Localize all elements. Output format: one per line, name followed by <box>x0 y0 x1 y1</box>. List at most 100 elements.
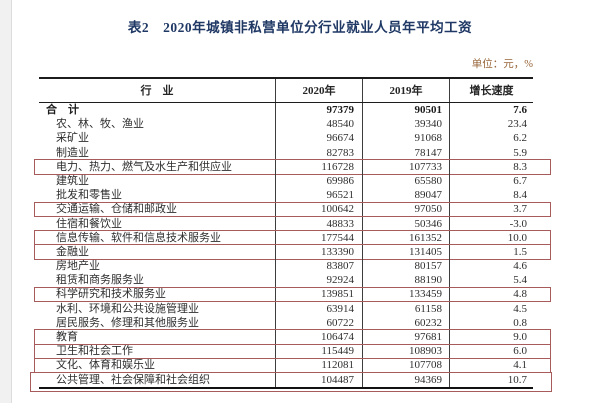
cell-y2019: 107733 <box>363 159 450 174</box>
cell-y2020: 63914 <box>276 301 363 316</box>
cell-growth: 23.4 <box>507 118 527 131</box>
cell-y2019: 80157 <box>363 259 450 274</box>
cell-growth: 5.9 <box>513 146 527 159</box>
table-row: 制造业 82783 78147 5.9 <box>39 145 533 160</box>
cell-y2019: 39340 <box>363 117 450 132</box>
cell-y2019: 91068 <box>363 131 450 146</box>
wage-table: 行 业 2020年 2019年 增长速度 合 计 97379 90501 7.6 农、林… <box>30 77 552 392</box>
cell-y2020: 100642 <box>276 202 363 217</box>
table-row: 信息传输、软件和信息技术服务业 177544 161352 10.0 <box>34 230 551 246</box>
unit-note: 单位：元，% <box>471 59 533 70</box>
table-row: 住宿和餐饮业 48833 50346 -3.0 <box>39 216 533 231</box>
cell-industry: 合 计 <box>39 103 276 118</box>
cell-y2019: 108903 <box>363 344 450 359</box>
cell-y2019: 131405 <box>363 244 450 260</box>
cell-y2019: 50346 <box>363 216 450 231</box>
cell-y2019: 89047 <box>363 188 450 203</box>
table-row: 批发和零售业 96521 89047 8.4 <box>39 188 533 203</box>
cell-industry: 交通运输、仓储和邮政业 <box>39 202 276 217</box>
cell-industry: 电力、热力、燃气及水生产和供应业 <box>39 159 276 174</box>
cell-growth: 10.7 <box>507 373 527 386</box>
cell-y2020: 104487 <box>276 372 363 387</box>
cell-y2020: 82783 <box>276 145 363 160</box>
column-header-2019: 2019年 <box>363 79 450 102</box>
cell-growth: 6.2 <box>513 132 527 145</box>
cell-y2019: 107708 <box>363 358 450 373</box>
cell-growth: 4.6 <box>513 260 527 273</box>
table-title: 表2 2020年城镇非私营单位分行业就业人员年平均工资 <box>127 20 473 35</box>
cell-y2020: 83807 <box>276 259 363 274</box>
cell-y2019: 97681 <box>363 330 450 345</box>
cell-industry: 水利、环境和公共设施管理业 <box>39 301 276 316</box>
column-header-2020: 2020年 <box>276 79 363 102</box>
cell-y2019: 97050 <box>363 202 450 217</box>
table-row: 房地产业 83807 80157 4.6 <box>39 259 533 274</box>
cell-growth: 10.0 <box>507 231 527 244</box>
cell-growth: 3.7 <box>513 203 527 216</box>
table-row: 科学研究和技术服务业 139851 133459 4.8 <box>34 286 551 303</box>
cell-growth: 8.4 <box>513 189 527 202</box>
cell-growth: 6.7 <box>513 174 527 187</box>
cell-industry: 公共管理、社会保障和社会组织 <box>39 372 276 387</box>
cell-y2019: 88190 <box>363 273 450 288</box>
table-row: 文化、体育和娱乐业 112081 107708 4.1 <box>34 357 551 374</box>
column-header-growth: 增长速度 <box>469 85 514 97</box>
cell-growth: 7.6 <box>513 104 527 116</box>
column-header-industry: 行 业 <box>39 79 276 102</box>
cell-y2019: 61158 <box>363 301 450 316</box>
cell-industry: 批发和零售业 <box>39 188 276 203</box>
cell-y2020: 48540 <box>276 117 363 132</box>
table-row: 居民服务、修理和其他服务业 60722 60232 0.8 <box>39 315 533 330</box>
table-row: 合 计 97379 90501 7.6 <box>39 103 533 118</box>
cell-y2020: 106474 <box>276 330 363 345</box>
cell-growth: 4.8 <box>513 288 527 301</box>
cell-y2020: 92924 <box>276 273 363 288</box>
cell-industry: 卫生和社会工作 <box>39 344 276 359</box>
cell-growth: 0.8 <box>513 316 527 329</box>
cell-growth: 4.5 <box>513 302 527 315</box>
table-row: 水利、环境和公共设施管理业 63914 61158 4.5 <box>39 301 533 316</box>
cell-industry: 科学研究和技术服务业 <box>39 287 276 302</box>
table-row: 采矿业 96674 91068 6.2 <box>39 131 533 146</box>
cell-y2020: 115449 <box>276 344 363 359</box>
cell-y2019: 161352 <box>363 230 450 245</box>
cell-y2020: 96674 <box>276 131 363 146</box>
cell-y2020: 97379 <box>276 103 363 118</box>
cell-y2020: 133390 <box>276 244 363 260</box>
cell-growth: 6.0 <box>513 345 527 358</box>
table-header-row: 行 业 2020年 2019年 增长速度 <box>39 79 533 103</box>
cell-y2020: 69986 <box>276 173 363 189</box>
cell-y2020: 96521 <box>276 188 363 203</box>
cell-growth: -3.0 <box>509 217 527 230</box>
cell-industry: 建筑业 <box>39 173 276 189</box>
cell-industry: 居民服务、修理和其他服务业 <box>39 315 276 330</box>
table-row: 卫生和社会工作 115449 108903 6.0 <box>34 343 551 359</box>
cell-industry: 采矿业 <box>39 131 276 146</box>
table-row: 租赁和商务服务业 92924 88190 5.4 <box>39 273 533 288</box>
cell-industry: 房地产业 <box>39 259 276 274</box>
cell-y2019: 65580 <box>363 173 450 189</box>
table-row: 教育 106474 97681 9.0 <box>34 329 551 345</box>
table-body: 合 计 97379 90501 7.6 农、林、牧、渔业 48540 39340 23.4 采矿… <box>30 103 552 392</box>
cell-industry: 住宿和餐饮业 <box>39 216 276 231</box>
cell-y2020: 48833 <box>276 216 363 231</box>
cell-y2020: 139851 <box>276 287 363 302</box>
table-row: 金融业 133390 131405 1.5 <box>34 244 551 260</box>
cell-industry: 信息传输、软件和信息技术服务业 <box>39 230 276 245</box>
cell-growth: 1.5 <box>513 245 527 258</box>
page-left-edge <box>0 0 12 403</box>
table-row: 公共管理、社会保障和社会组织 104487 94369 10.7 <box>30 371 552 392</box>
cell-y2020: 112081 <box>276 358 363 373</box>
cell-growth: 5.4 <box>513 274 527 287</box>
cell-y2019: 60232 <box>363 315 450 330</box>
cell-industry: 制造业 <box>39 145 276 160</box>
cell-growth: 8.3 <box>513 160 527 173</box>
cell-industry: 租赁和商务服务业 <box>39 273 276 288</box>
cell-industry: 金融业 <box>39 244 276 260</box>
table-row: 电力、热力、燃气及水生产和供应业 116728 107733 8.3 <box>34 159 551 175</box>
cell-industry: 文化、体育和娱乐业 <box>39 358 276 373</box>
cell-y2019: 94369 <box>363 372 450 387</box>
cell-y2019: 78147 <box>363 145 450 160</box>
table-row: 农、林、牧、渔业 48540 39340 23.4 <box>39 117 533 132</box>
cell-growth: 9.0 <box>513 331 527 343</box>
